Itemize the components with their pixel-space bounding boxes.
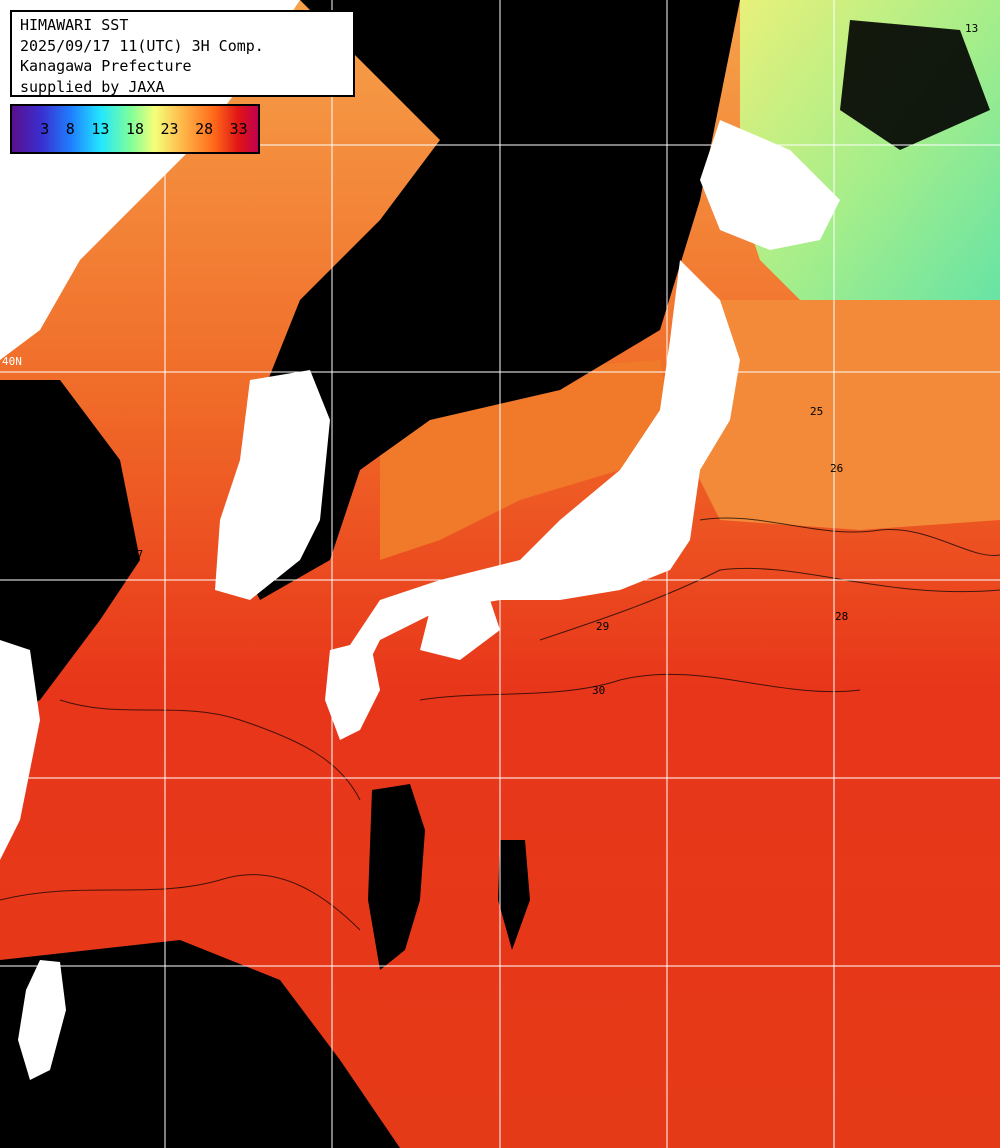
cloud-small-pacific [498, 840, 530, 950]
land-shikoku [420, 600, 500, 660]
contour-lines [0, 517, 1000, 931]
grid-label-30n: 30N [2, 761, 22, 774]
land-honshu [340, 260, 740, 680]
land-china-coast [0, 640, 40, 860]
temperature-colorbar: 3 8 13 18 23 28 33 [10, 104, 260, 154]
colorbar-tick: 33 [229, 120, 248, 138]
land-taiwan [18, 960, 66, 1080]
pacific-orange-band [680, 300, 1000, 530]
land-korea [215, 370, 330, 600]
land-kyushu [325, 640, 380, 740]
data-credit: supplied by JAXA [20, 77, 165, 96]
region-name: Kanagawa Prefecture [20, 57, 192, 75]
cloud-japan-sea [230, 0, 740, 600]
colorbar-tick: 13 [91, 120, 110, 138]
map-info-box: HIMAWARI SST 2025/09/17 11(UTC) 3H Comp.… [10, 10, 355, 97]
contour-label: 30 [592, 684, 606, 697]
cloud-west [0, 380, 140, 720]
cloud-north-hokkaido [840, 20, 990, 150]
contour-label: 26 [830, 462, 844, 475]
contour-label: 29 [596, 620, 610, 633]
contour-label: 28 [835, 610, 849, 623]
land-hokkaido [700, 120, 840, 250]
cloud-east-china-sea [0, 940, 400, 1148]
timestamp: 2025/09/17 11(UTC) 3H Comp. [20, 36, 264, 55]
colorbar-tick: 23 [160, 120, 179, 138]
colorbar-tick: 8 [65, 120, 75, 138]
contour-label: 27 [130, 548, 144, 561]
contour-label: 13 [965, 22, 979, 35]
colorbar-tick: 18 [125, 120, 144, 138]
grid-label-40n: 40N [2, 355, 22, 368]
product-title: HIMAWARI SST [20, 16, 129, 34]
cloud-south-strip [368, 784, 425, 970]
colorbar-tick: 3 [40, 120, 50, 138]
colorbar-tick: 28 [195, 120, 214, 138]
contour-label: 25 [810, 405, 824, 418]
